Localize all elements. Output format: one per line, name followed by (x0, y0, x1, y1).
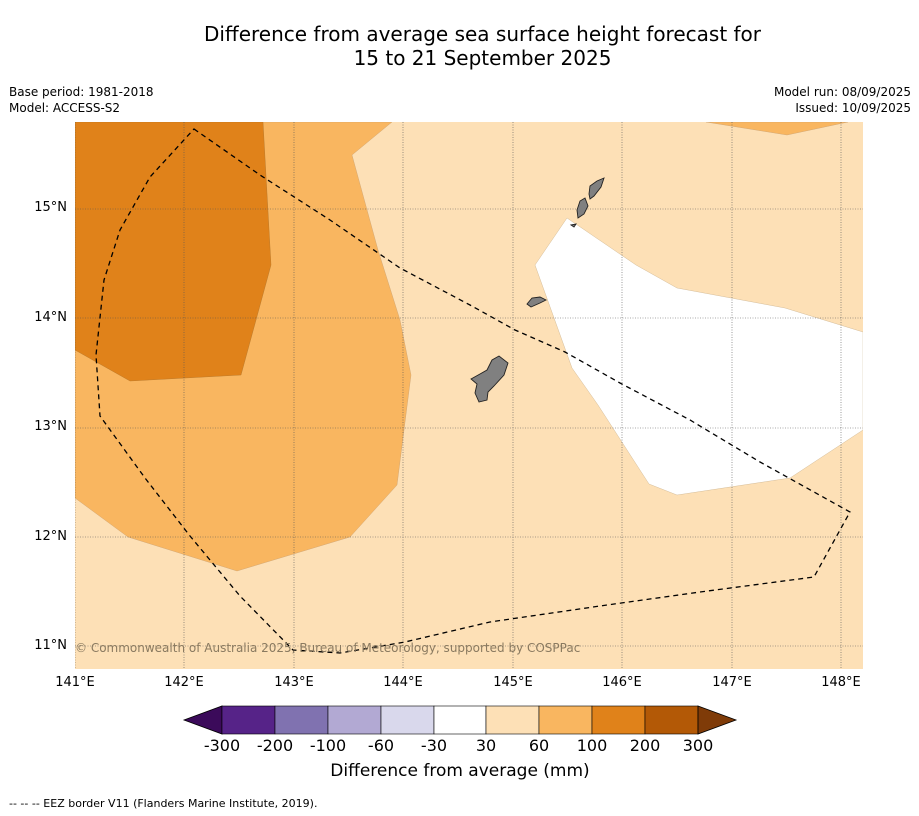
lon-label: 146°E (602, 675, 642, 690)
map-area (75, 122, 863, 669)
tinian-island (576, 197, 589, 219)
colorbar-tick: 200 (629, 736, 661, 755)
colorbar-bin (221, 705, 276, 735)
lon-label: 144°E (383, 675, 423, 690)
lat-label: 11°N (34, 638, 67, 653)
colorbar-under-triangle (182, 705, 223, 735)
model-name: Model: ACCESS-S2 (9, 101, 121, 115)
colorbar-tick: -100 (309, 736, 347, 755)
colorbar-tick: 30 (475, 736, 497, 755)
lon-label: 142°E (164, 675, 204, 690)
guam-island (470, 355, 509, 403)
colorbar-tick: -60 (367, 736, 395, 755)
lat-label: 12°N (34, 529, 67, 544)
colorbar-bin (485, 705, 540, 735)
anomaly-60-100-region-ne (705, 122, 849, 136)
gridlines (75, 122, 863, 669)
lat-label: 15°N (34, 200, 67, 215)
model-run: Model run: 08/09/2025 (773, 85, 911, 99)
colorbar-tick: 100 (576, 736, 608, 755)
saipan-island (588, 177, 605, 200)
colorbar-tick: 60 (528, 736, 550, 755)
islands (470, 177, 605, 403)
colorbar-tick: 300 (682, 736, 714, 755)
rota-island (526, 296, 548, 308)
title-line-2: 15 to 21 September 2025 (353, 46, 612, 70)
lon-label: 145°E (493, 675, 533, 690)
colorbar-tick: -30 (420, 736, 448, 755)
colorbar-bin (380, 705, 435, 735)
title-line-1: Difference from average sea surface heig… (203, 22, 762, 46)
issued-date: Issued: 10/09/2025 (795, 101, 911, 115)
colorbar-bin (538, 705, 593, 735)
lat-label: 14°N (34, 310, 67, 325)
colorbar-tick: -300 (203, 736, 241, 755)
colorbar-title: Difference from average (mm) (330, 761, 590, 781)
aguijan-island (569, 223, 577, 228)
lon-label: 148°E (821, 675, 861, 690)
lon-label: 147°E (712, 675, 752, 690)
colorbar-bin (274, 705, 329, 735)
copyright-notice: © Commonwealth of Australia 2025, Bureau… (75, 641, 581, 655)
lat-label: 13°N (34, 419, 67, 434)
eez-border (95, 128, 851, 654)
colorbar-bin (327, 705, 382, 735)
colorbar-tick: -200 (256, 736, 294, 755)
colorbar (182, 705, 738, 735)
colorbar-bin (433, 705, 487, 735)
run-info: Model run: 08/09/2025 Issued: 10/09/2025 (774, 84, 911, 116)
colorbar-bin (591, 705, 646, 735)
anomaly-100-200-region (75, 122, 272, 382)
lon-label: 141°E (55, 675, 95, 690)
model-info: Base period: 1981-2018 Model: ACCESS-S2 (9, 84, 154, 116)
colorbar-bin (644, 705, 699, 735)
map-title: Difference from average sea surface heig… (0, 22, 919, 70)
anomaly-near-zero-region (534, 217, 863, 496)
lon-label: 143°E (274, 675, 314, 690)
eez-legend-footnote: -- -- -- EEZ border V11 (Flanders Marine… (9, 797, 318, 810)
colorbar-over-triangle (697, 705, 738, 735)
base-period: Base period: 1981-2018 (9, 85, 154, 99)
